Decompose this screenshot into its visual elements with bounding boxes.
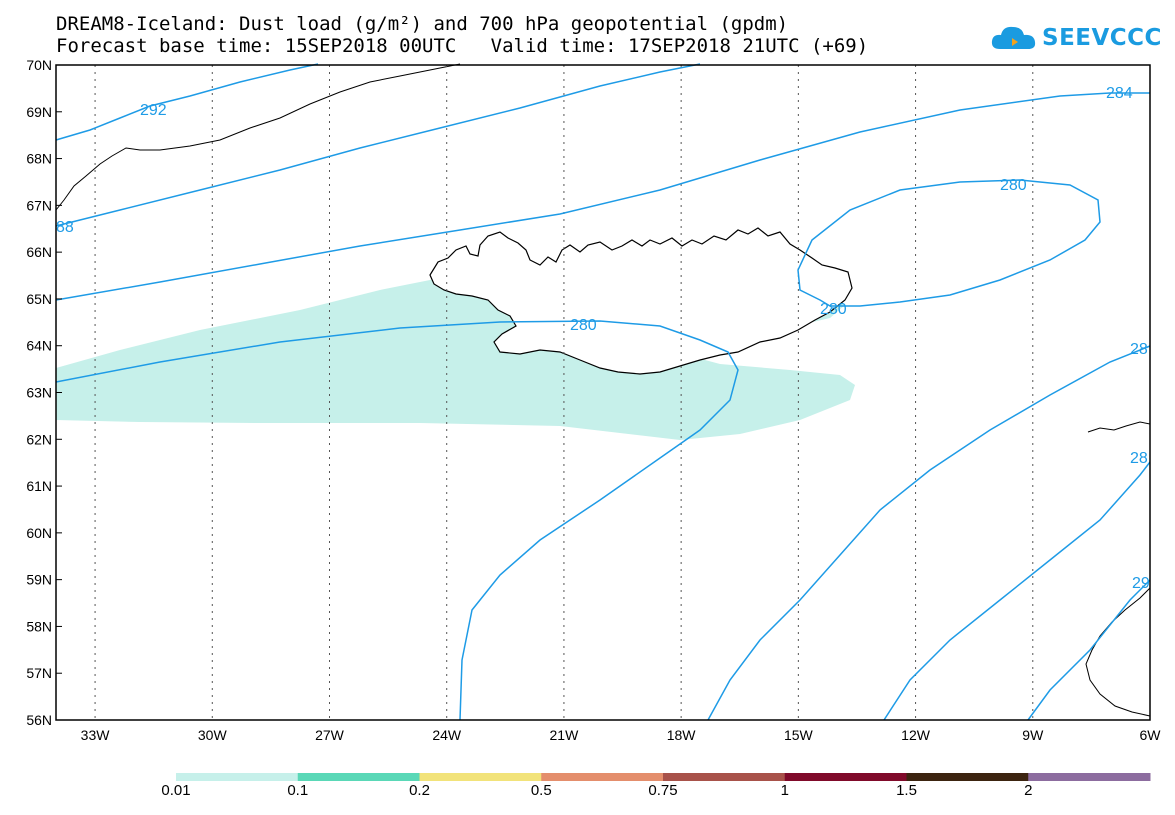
lon-tick-label: 9W xyxy=(1022,727,1044,743)
lat-tick-label: 63N xyxy=(26,385,52,401)
greenland-coastline xyxy=(55,63,461,211)
legend-color-swatch xyxy=(419,773,542,781)
contour-280-closed xyxy=(797,179,1101,307)
contour-label: 280 xyxy=(1000,177,1027,194)
legend-label: 0.5 xyxy=(530,782,552,799)
legend-color-swatch xyxy=(784,773,907,781)
contour-label: 28 xyxy=(1130,341,1148,358)
faroe-islands xyxy=(1087,421,1151,433)
lon-tick-label: 21W xyxy=(550,727,580,743)
lat-tick-label: 64N xyxy=(26,338,52,354)
map-title: DREAM8-Iceland: Dust load (g/m²) and 700… xyxy=(56,13,789,35)
legend-label: 2 xyxy=(1024,782,1033,799)
lon-tick-label: 30W xyxy=(198,727,228,743)
lon-tick-label: 18W xyxy=(667,727,697,743)
lon-tick-label: 15W xyxy=(784,727,814,743)
contour-290 xyxy=(1027,579,1151,721)
lon-tick-label: 27W xyxy=(315,727,345,743)
lat-tick-label: 56N xyxy=(26,712,52,728)
scotland-coastline xyxy=(1085,587,1151,717)
geopotential-contours xyxy=(55,63,1151,721)
seevccc-logo: SEEVCCC xyxy=(990,20,1162,56)
legend-color-swatch xyxy=(176,773,299,781)
contour-282 xyxy=(707,345,1151,721)
legend-color-swatch xyxy=(297,773,420,781)
contour-label: 292 xyxy=(140,102,167,119)
legend-color-swatch xyxy=(541,773,664,781)
contour-label: 28 xyxy=(1130,450,1148,467)
dust-legend-colorbar xyxy=(176,773,1151,781)
legend-label: 0.2 xyxy=(409,782,430,799)
legend-color-swatch xyxy=(1028,773,1151,781)
contour-label: 280 xyxy=(570,317,597,334)
logo-text: SEEVCCC xyxy=(1042,25,1162,51)
lon-tick-label: 24W xyxy=(432,727,462,743)
legend-color-swatch xyxy=(663,773,786,781)
lat-tick-label: 60N xyxy=(26,525,52,541)
contour-284-south xyxy=(883,461,1151,721)
lat-tick-label: 61N xyxy=(26,478,52,494)
lat-tick-label: 65N xyxy=(26,291,52,307)
lat-tick-label: 67N xyxy=(26,197,52,213)
map-subtitle: Forecast base time: 15SEP2018 00UTC Vali… xyxy=(56,35,869,57)
contour-284 xyxy=(55,92,1150,301)
legend-label: 0.01 xyxy=(161,782,191,799)
contour-label: 280 xyxy=(820,301,847,318)
contour-label: 284 xyxy=(1106,85,1133,102)
iceland-coastline xyxy=(429,227,853,375)
lon-tick-label: 6W xyxy=(1140,727,1162,743)
lat-tick-label: 66N xyxy=(26,244,52,260)
lat-tick-label: 68N xyxy=(26,151,52,167)
contour-labels: 292 88 284 280 280 280 28 28 29 xyxy=(56,85,1150,592)
contour-label: 29 xyxy=(1132,575,1150,592)
contour-292 xyxy=(55,63,319,141)
lat-tick-label: 59N xyxy=(26,572,52,588)
contour-280 xyxy=(55,320,739,721)
lon-tick-label: 33W xyxy=(81,727,111,743)
legend-label: 1 xyxy=(780,782,789,799)
legend-color-swatch xyxy=(906,773,1029,781)
longitude-labels: 33W 30W 27W 24W 21W 18W 15W 12W 9W 6W xyxy=(81,727,1162,743)
contour-288 xyxy=(55,63,701,227)
legend-label: 0.1 xyxy=(287,782,309,799)
lat-tick-label: 69N xyxy=(26,104,52,120)
cloud-icon xyxy=(991,26,1036,49)
lat-tick-label: 58N xyxy=(26,618,52,634)
latitude-labels: 70N 69N 68N 67N 66N 65N 64N 63N 62N 61N 60N 59N 58N 5… xyxy=(26,57,62,728)
legend-label: 1.5 xyxy=(896,782,917,799)
lon-tick-label: 12W xyxy=(901,727,931,743)
lat-tick-label: 70N xyxy=(26,57,52,73)
lat-tick-label: 62N xyxy=(26,431,52,447)
lat-tick-label: 57N xyxy=(26,665,52,681)
legend-label: 0.75 xyxy=(648,782,678,799)
contour-label: 88 xyxy=(56,219,74,236)
